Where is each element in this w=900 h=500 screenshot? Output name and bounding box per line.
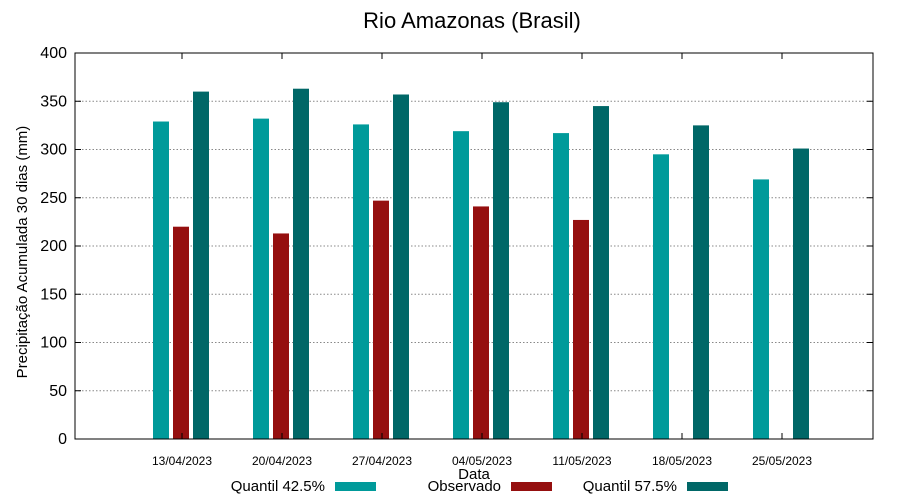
y-tick-label: 250	[40, 190, 67, 207]
bar-quantil-42-5-	[353, 124, 369, 439]
bar-observado	[473, 206, 489, 439]
y-tick-label: 50	[49, 383, 67, 400]
bar-quantil-57-5-	[693, 125, 709, 439]
bar-quantil-42-5-	[153, 121, 169, 439]
chart-title: Rio Amazonas (Brasil)	[363, 8, 581, 33]
y-tick-label: 100	[40, 335, 67, 352]
bar-quantil-42-5-	[253, 118, 269, 440]
bar-quantil-57-5-	[393, 94, 409, 440]
bar-quantil-57-5-	[193, 91, 209, 439]
bar-quantil-42-5-	[653, 154, 669, 439]
legend-swatch	[511, 482, 552, 491]
y-tick-label: 350	[40, 93, 67, 110]
x-tick-label: 18/05/2023	[652, 454, 712, 468]
x-tick-label: 04/05/2023	[452, 454, 512, 468]
bar-quantil-57-5-	[793, 148, 809, 439]
x-tick-label: 27/04/2023	[352, 454, 412, 468]
bar-observado	[273, 233, 289, 439]
bars	[153, 88, 809, 440]
bar-quantil-42-5-	[753, 179, 769, 440]
x-tick-label: 25/05/2023	[752, 454, 812, 468]
y-tick-label: 0	[58, 431, 67, 448]
bar-quantil-57-5-	[293, 88, 309, 439]
bar-observado	[173, 226, 189, 439]
x-axis-label: Data	[458, 466, 490, 483]
bar-quantil-57-5-	[593, 106, 609, 439]
y-axis-label: Precipitação Acumulada 30 dias (mm)	[14, 126, 31, 379]
bar-quantil-42-5-	[553, 133, 569, 439]
x-tick-label: 13/04/2023	[152, 454, 212, 468]
legend-label: Quantil 57.5%	[583, 478, 677, 495]
bar-observado	[573, 219, 589, 439]
x-tick-label: 11/05/2023	[552, 454, 611, 468]
legend-swatch	[687, 482, 728, 491]
legend-label: Observado	[428, 478, 501, 495]
y-axis-ticks: 0 50 100 150 200 250 300 350 400	[40, 45, 873, 448]
x-axis-ticks: 13/04/2023 20/04/2023 27/04/2023 04/05/2023…	[152, 53, 812, 468]
bar-quantil-57-5-	[493, 102, 509, 439]
y-tick-label: 300	[40, 142, 67, 159]
bar-observado	[373, 200, 389, 439]
legend-swatch	[335, 482, 376, 491]
y-tick-label: 150	[40, 286, 67, 303]
bar-quantil-42-5-	[453, 131, 469, 440]
legend-label: Quantil 42.5%	[231, 478, 325, 495]
y-tick-label: 200	[40, 238, 67, 255]
y-tick-label: 400	[40, 45, 67, 62]
legend: Quantil 42.5% Observado Quantil 57.5%	[231, 478, 728, 495]
x-tick-label: 20/04/2023	[252, 454, 312, 468]
